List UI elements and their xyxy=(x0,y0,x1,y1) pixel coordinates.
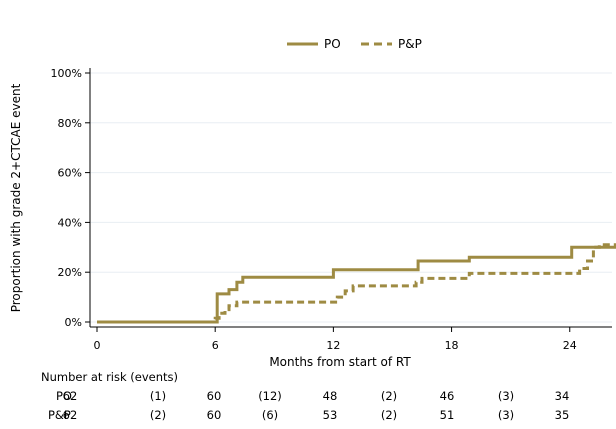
risk-table-values: 62 (1) 60 (12) 48 (2) 46 (3) 34 62 (2) 60 (6) 53 (2) 51… xyxy=(63,389,570,422)
y-tick-label: 40% xyxy=(58,216,82,229)
axes: 0% 20% 40% 60% 80% 100% 0 6 12 18 24 xyxy=(51,67,612,352)
y-tick-label: 60% xyxy=(58,167,82,180)
risk-cell: 51 xyxy=(440,408,455,422)
plot-series xyxy=(97,243,616,324)
x-axis-title: Months from start of RT xyxy=(269,355,411,369)
y-tick-label: 20% xyxy=(58,266,82,279)
risk-cell: 60 xyxy=(207,408,222,422)
x-tick-label: 0 xyxy=(94,339,101,352)
risk-cell: (3) xyxy=(498,389,514,403)
risk-cell: (2) xyxy=(150,408,166,422)
risk-cell: 60 xyxy=(207,389,222,403)
legend-label-pp: P&P xyxy=(398,37,422,51)
x-tick-label: 6 xyxy=(212,339,219,352)
risk-cell: (2) xyxy=(381,408,397,422)
risk-cell: 62 xyxy=(63,408,78,422)
x-tick-label: 12 xyxy=(326,339,340,352)
y-tick-label: 100% xyxy=(51,67,82,80)
risk-cell: 34 xyxy=(555,389,570,403)
x-tick-label: 24 xyxy=(563,339,577,352)
risk-cell: 48 xyxy=(323,389,338,403)
x-tick-label: 18 xyxy=(445,339,459,352)
risk-cell: (1) xyxy=(150,389,166,403)
risk-table-title: Number at risk (events) xyxy=(41,370,178,384)
legend: PO P&P xyxy=(287,37,422,51)
risk-row-label-pp: P&P xyxy=(48,408,71,422)
y-axis-title: Proportion with grade 2+CTCAE event xyxy=(9,83,23,312)
risk-cell: (2) xyxy=(381,389,397,403)
series-line-po xyxy=(97,245,616,324)
legend-label-po: PO xyxy=(324,37,341,51)
y-tick-label: 80% xyxy=(58,117,82,130)
risk-cell: (6) xyxy=(262,408,278,422)
y-tick-label: 0% xyxy=(65,316,82,329)
risk-cell: 35 xyxy=(555,408,570,422)
series-line-pp xyxy=(97,243,616,324)
risk-cell: 46 xyxy=(440,389,455,403)
risk-row-label-po: PO xyxy=(56,389,72,403)
risk-cell: (12) xyxy=(258,389,282,403)
risk-cell: (3) xyxy=(498,408,514,422)
risk-cell: 62 xyxy=(63,389,78,403)
risk-cell: 53 xyxy=(323,408,338,422)
